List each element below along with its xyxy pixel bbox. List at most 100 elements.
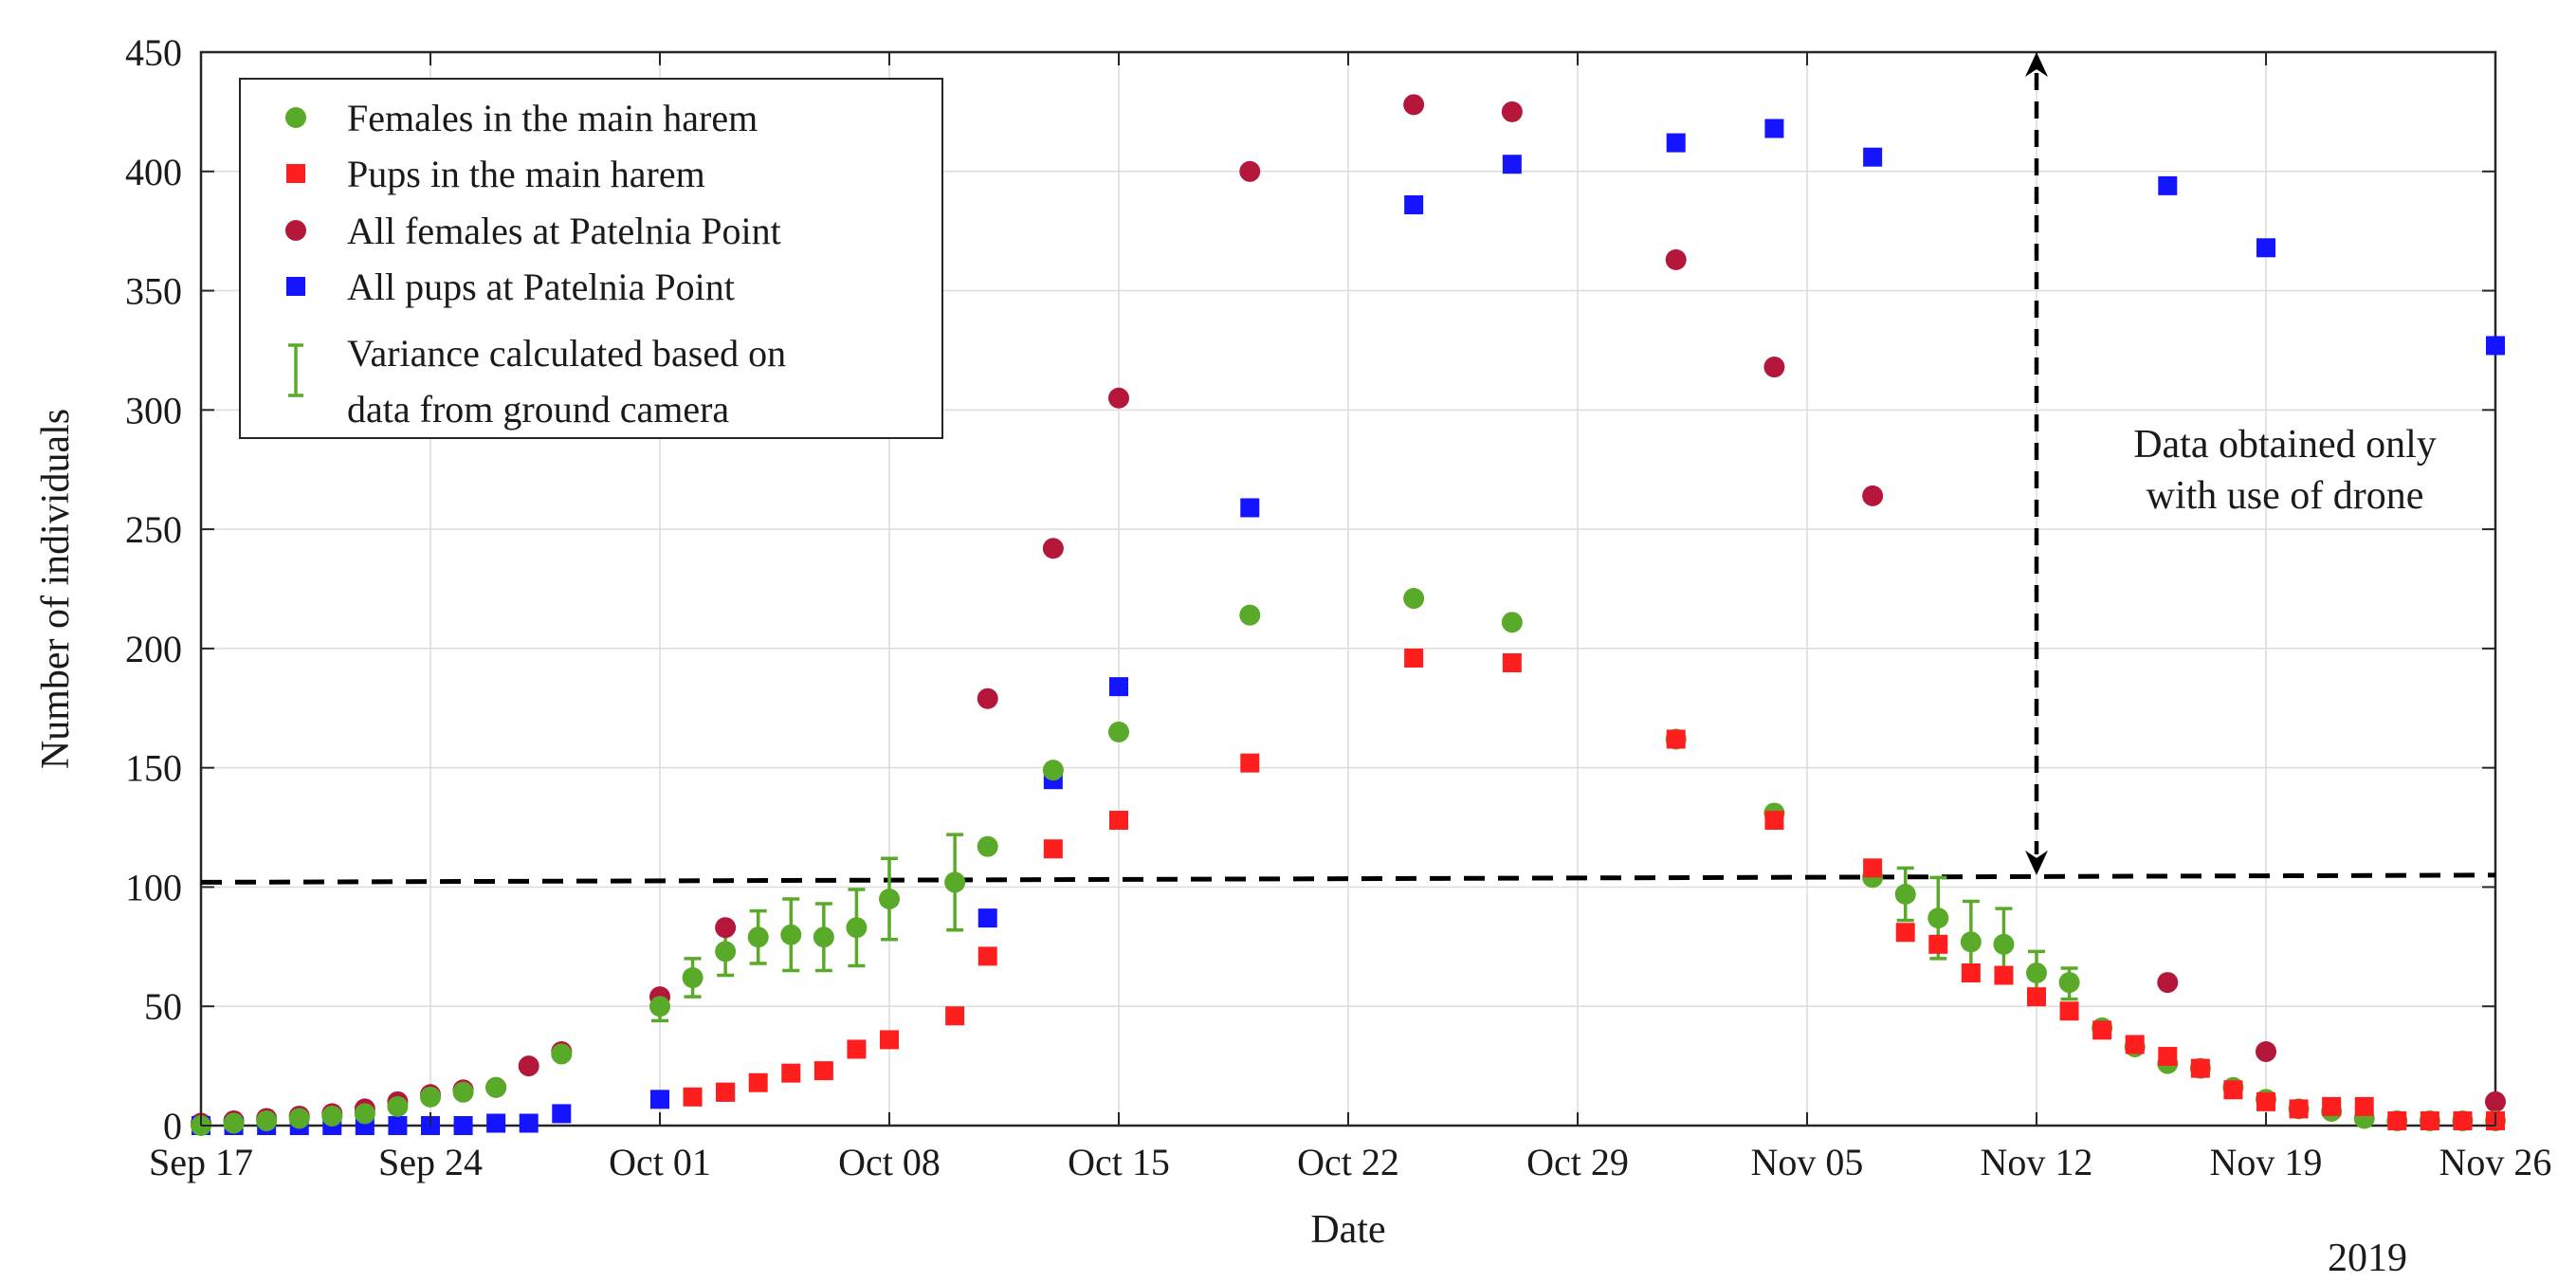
annotation-line-2: with use of drone <box>2147 474 2424 518</box>
legend-marker-all-females <box>285 220 306 241</box>
all-pups-point <box>2256 238 2275 258</box>
pup-main-harem-point <box>2027 987 2046 1007</box>
all-pups-point <box>1863 147 1883 167</box>
legend: Females in the main harem Pups in the ma… <box>239 78 943 439</box>
y-axis-label: Number of individuals <box>34 409 78 769</box>
female-main-harem-point <box>420 1086 441 1108</box>
all-females-point <box>518 1055 539 1077</box>
x-tick-label: Oct 22 <box>1297 1141 1399 1183</box>
all-females-point <box>2485 1091 2506 1112</box>
female-main-harem-point <box>321 1105 343 1127</box>
all-pups-point <box>1240 498 1260 518</box>
data-markers <box>191 94 2506 1136</box>
y-tick-label: 200 <box>125 628 182 670</box>
all-pups-point <box>519 1113 539 1133</box>
pup-main-harem-point <box>1240 753 1260 773</box>
pup-main-harem-point <box>2420 1110 2439 1130</box>
female-main-harem-point <box>2026 962 2047 984</box>
y-tick-label: 300 <box>125 389 182 431</box>
female-main-harem-point <box>1239 604 1261 626</box>
all-pups-point <box>486 1113 506 1133</box>
pup-main-harem-point <box>2322 1096 2342 1116</box>
pup-main-harem-point <box>1764 811 1784 831</box>
y-tick-label: 450 <box>125 31 182 74</box>
pup-main-harem-point <box>2059 1001 2079 1021</box>
all-females-point <box>1403 94 1425 116</box>
pup-main-harem-point <box>1404 648 1424 668</box>
legend-label-variance-line-2: data from ground camera <box>347 388 729 431</box>
all-pups-point <box>1666 133 1686 153</box>
female-main-harem-point <box>551 1043 573 1065</box>
legend-marker-error-bar <box>288 343 303 397</box>
x-tick-label: Sep 24 <box>378 1141 483 1183</box>
legend-label-pups-main-harem: Pups in the main harem <box>347 153 705 195</box>
female-main-harem-point <box>1501 612 1523 633</box>
pup-main-harem-point <box>748 1072 768 1092</box>
pup-main-harem-point <box>1502 652 1522 672</box>
female-main-harem-point <box>387 1095 409 1117</box>
legend-marker-all-pups <box>286 277 305 296</box>
female-main-harem-point <box>879 889 900 910</box>
legend-label-all-pups: All pups at Patelnia Point <box>347 266 735 308</box>
female-main-harem-point <box>682 967 703 989</box>
pup-main-harem-point <box>1994 965 2014 985</box>
legend-box <box>239 78 943 439</box>
all-pups-point <box>650 1090 669 1109</box>
pup-main-harem-point <box>813 1061 833 1081</box>
y-tick-label: 50 <box>144 985 182 1028</box>
legend-label-variance-line-1: Variance calculated based on <box>347 332 786 375</box>
pup-main-harem-point <box>1928 934 1948 954</box>
female-main-harem-point <box>747 926 769 948</box>
all-females-point <box>2157 972 2179 994</box>
all-females-point <box>715 917 737 939</box>
all-females-point <box>1665 248 1687 270</box>
pup-main-harem-point <box>1043 839 1063 859</box>
pup-main-harem-point <box>977 946 997 966</box>
female-main-harem-point <box>452 1081 474 1103</box>
pup-main-harem-point <box>2125 1035 2145 1054</box>
female-main-harem-point <box>780 924 802 945</box>
female-main-harem-point <box>256 1109 278 1131</box>
pup-main-harem-point <box>1666 729 1686 749</box>
all-females-point <box>977 687 998 709</box>
all-females-point <box>1239 160 1261 182</box>
female-main-harem-point <box>715 941 737 962</box>
female-main-harem-point <box>485 1076 507 1098</box>
pup-main-harem-point <box>2190 1058 2210 1078</box>
female-main-harem-point <box>649 996 670 1017</box>
y-tick-label: 400 <box>125 151 182 193</box>
x-tick-label: Oct 01 <box>609 1141 711 1183</box>
x-axis-label: Date <box>1310 1208 1385 1252</box>
all-pups-point <box>1404 194 1424 214</box>
female-main-harem-point <box>1960 931 1982 953</box>
pup-main-harem-point <box>2453 1110 2473 1130</box>
female-main-harem-point <box>1042 760 1064 781</box>
x-tick-label: Nov 26 <box>2439 1141 2552 1183</box>
pup-main-harem-point <box>2158 1047 2178 1067</box>
reference-line-layer <box>200 872 2496 885</box>
pup-main-harem-point <box>716 1082 736 1102</box>
pup-main-harem-point <box>2256 1091 2275 1111</box>
all-pups-point <box>453 1116 473 1135</box>
female-main-harem-point <box>1108 721 1129 742</box>
pup-main-harem-point <box>945 1006 965 1026</box>
all-pups-point <box>977 908 997 928</box>
x-tick-label: Nov 19 <box>2210 1141 2323 1183</box>
female-main-harem-point <box>288 1108 310 1129</box>
x-tick-label: Oct 15 <box>1068 1141 1170 1183</box>
all-pups-point <box>1764 119 1784 138</box>
female-main-harem-point <box>223 1112 245 1134</box>
all-pups-point <box>1502 155 1522 174</box>
female-main-harem-point <box>1993 933 2015 955</box>
pup-main-harem-point <box>781 1063 801 1083</box>
all-females-point <box>1042 538 1064 559</box>
all-females-point <box>2256 1041 2276 1063</box>
axis-ticks: Sep 17 Sep 24 Oct 01 Oct 08 Oct 15 Oct 22 Oct … <box>125 31 2551 1183</box>
y-tick-label: 0 <box>163 1105 182 1147</box>
pup-main-harem-point <box>2092 1020 2112 1040</box>
pup-main-harem-point <box>683 1087 703 1107</box>
pup-main-harem-point <box>2387 1110 2407 1130</box>
all-pups-point <box>388 1116 408 1135</box>
all-females-point <box>1501 101 1523 122</box>
